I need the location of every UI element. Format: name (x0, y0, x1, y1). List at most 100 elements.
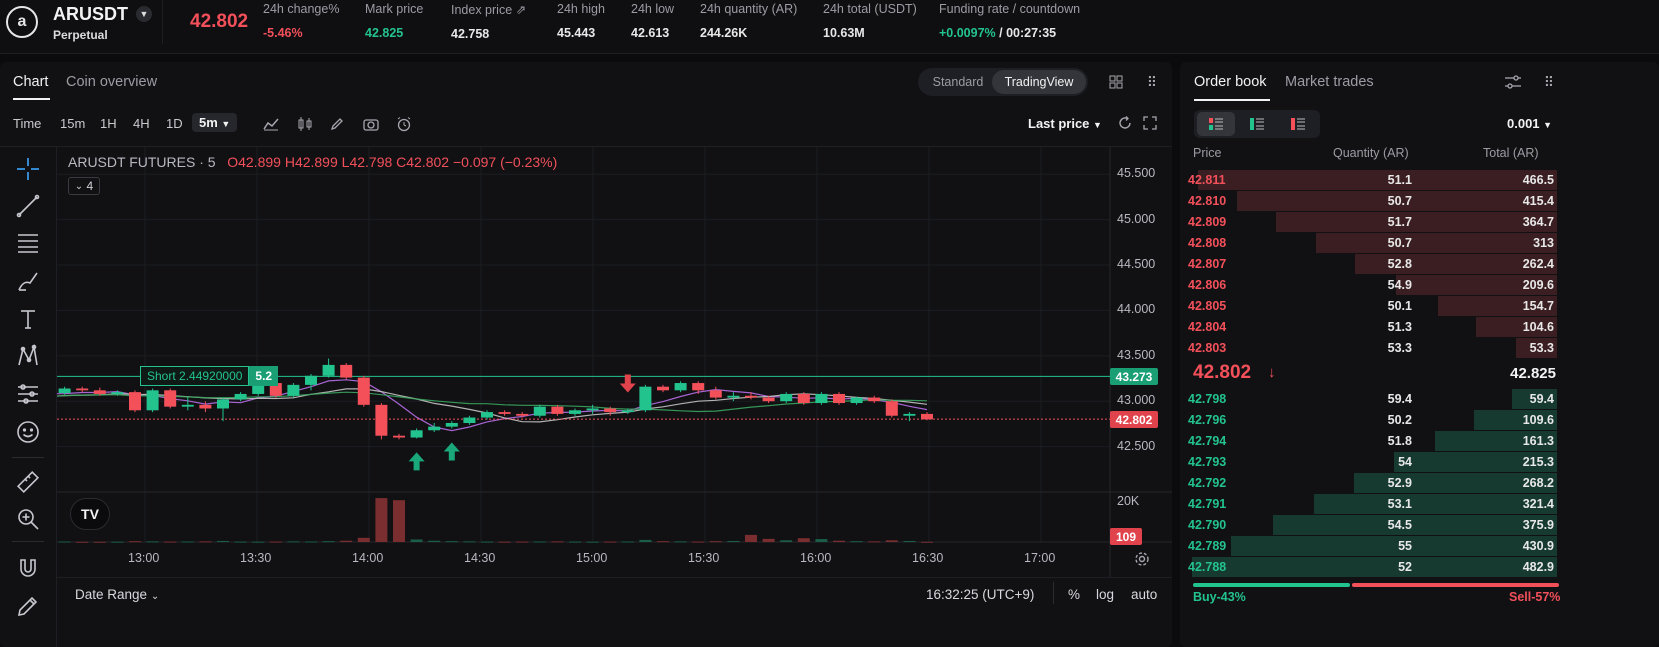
candle-body (551, 406, 564, 414)
tab-order-book[interactable]: Order book (1194, 74, 1267, 90)
auto-scale-button[interactable]: auto (1131, 587, 1158, 602)
volume-tag: 109 (1110, 528, 1142, 545)
volume-bar (868, 541, 881, 543)
x-axis-label: 14:30 (464, 551, 496, 565)
indicator-toggle[interactable]: ⌄ 4 (68, 177, 100, 195)
x-axis-label: 13:30 (240, 551, 272, 565)
bid-row[interactable]: 42.793 54 215.3 (1185, 452, 1557, 472)
bid-row[interactable]: 42.790 54.5 375.9 (1185, 515, 1557, 535)
candle-body (868, 397, 881, 402)
ask-qty: 51.1 (1387, 173, 1412, 187)
reset-chart-icon[interactable] (1117, 115, 1133, 131)
timeframe-15m[interactable]: 15m (60, 116, 86, 131)
tools-divider-2 (12, 541, 44, 542)
pencil-icon[interactable] (328, 116, 346, 132)
candle-body (410, 430, 423, 438)
external-link-icon[interactable]: ⇗ (515, 3, 527, 17)
ask-row[interactable]: 42.803 53.3 53.3 (1185, 338, 1557, 358)
precision-select[interactable]: 0.001 ▼ (1507, 116, 1553, 131)
price-type-select[interactable]: Last price ▼ (1028, 116, 1102, 131)
position-tag[interactable]: Short 2.44920000 5.2 (140, 366, 279, 386)
bid-row[interactable]: 42.794 51.8 161.3 (1185, 431, 1557, 451)
bid-total: 215.3 (1522, 455, 1554, 469)
brush-icon[interactable] (14, 267, 42, 295)
date-range-button[interactable]: Date Range ⌄ (75, 587, 160, 602)
percent-scale-button[interactable]: % (1068, 587, 1081, 602)
tab-chart[interactable]: Chart (13, 74, 49, 90)
pencil-lock-icon[interactable] (14, 592, 42, 620)
stat-index-price[interactable]: Index price ⇗ 42.758 (451, 3, 527, 41)
emoji-icon[interactable] (14, 418, 42, 446)
view-bids-only-icon[interactable] (1238, 112, 1276, 136)
timeframe-1h[interactable]: 1H (100, 116, 117, 131)
view-tradingview-button[interactable]: TradingView (992, 70, 1086, 94)
volume-bar (181, 541, 194, 543)
view-both-sides-icon[interactable] (1197, 112, 1235, 136)
bid-row[interactable]: 42.789 55 430.9 (1185, 536, 1557, 556)
ask-row[interactable]: 42.805 50.1 154.7 (1185, 296, 1557, 316)
zoom-in-icon[interactable] (14, 505, 42, 533)
timeframe-5m-selected[interactable]: 5m ▼ (192, 113, 238, 132)
text-icon[interactable] (14, 305, 42, 333)
drag-handle-icon[interactable]: ⠿ (1543, 73, 1555, 90)
timeframe-1d[interactable]: 1D (166, 116, 183, 131)
timeframe-time[interactable]: Time (13, 116, 42, 131)
depth-bar (1434, 431, 1557, 451)
y-axis-label: 44.500 (1117, 257, 1156, 272)
chart-clock[interactable]: 16:32:25 (UTC+9) (926, 587, 1035, 602)
bid-row[interactable]: 42.798 59.4 59.4 (1185, 389, 1557, 409)
fib-lines-icon[interactable] (14, 229, 42, 257)
log-scale-button[interactable]: log (1096, 587, 1115, 602)
bid-price: 42.793 (1188, 455, 1227, 469)
ask-row[interactable]: 42.808 50.7 313 (1185, 233, 1557, 253)
volume-bar (903, 540, 916, 542)
stat-funding-rate[interactable]: Funding rate / countdown +0.0097% / 00:2… (939, 2, 1081, 40)
volume-bar (762, 538, 775, 542)
candle-body (322, 364, 335, 376)
gear-icon[interactable] (1133, 550, 1151, 568)
crosshair-icon[interactable] (14, 155, 42, 183)
volume-bar (885, 540, 898, 542)
volume-bar (727, 540, 740, 542)
settings-sliders-icon[interactable] (1502, 72, 1524, 92)
depth-bar (1237, 191, 1557, 211)
symbol-dropdown-icon[interactable]: ▼ (136, 6, 152, 22)
position-price-tag: 43.273 (1110, 368, 1158, 386)
tab-market-trades[interactable]: Market trades (1285, 74, 1374, 90)
pattern-icon[interactable] (14, 342, 42, 370)
ask-row[interactable]: 42.804 51.3 104.6 (1185, 317, 1557, 337)
bid-row[interactable]: 42.788 52 482.9 (1185, 557, 1557, 577)
tab-coin-overview[interactable]: Coin overview (66, 74, 158, 90)
price-chart[interactable] (57, 147, 1172, 577)
bid-total: 321.4 (1522, 497, 1554, 511)
magnet-icon[interactable] (14, 554, 42, 582)
ruler-icon[interactable] (14, 468, 42, 496)
symbol-name[interactable]: ARUSDT (53, 4, 128, 24)
bid-price: 42.790 (1188, 518, 1227, 532)
stat-mark-price[interactable]: Mark price 42.825 (365, 2, 424, 40)
forecast-icon[interactable] (14, 380, 42, 408)
indicators-icon[interactable] (262, 116, 280, 132)
drag-handle-icon[interactable]: ⠿ (1146, 73, 1158, 90)
camera-icon[interactable] (362, 116, 380, 132)
ask-row[interactable]: 42.806 54.9 209.6 (1185, 275, 1557, 295)
ask-row[interactable]: 42.809 51.7 364.7 (1185, 212, 1557, 232)
ask-row[interactable]: 42.811 51.1 466.5 (1185, 170, 1557, 190)
fullscreen-icon[interactable] (1142, 115, 1158, 131)
alarm-icon[interactable] (395, 115, 413, 133)
ask-row[interactable]: 42.807 52.8 262.4 (1185, 254, 1557, 274)
bid-row[interactable]: 42.796 50.2 109.6 (1185, 410, 1557, 430)
col-header-quantity: Quantity (AR) (1333, 146, 1409, 160)
view-standard-button[interactable]: Standard (932, 75, 984, 89)
layout-grid-icon[interactable] (1106, 72, 1126, 92)
view-asks-only-icon[interactable] (1279, 112, 1317, 136)
candle-type-icon[interactable] (296, 116, 314, 132)
timeframe-4h[interactable]: 4H (133, 116, 150, 131)
bid-row[interactable]: 42.792 52.9 268.2 (1185, 473, 1557, 493)
bid-row[interactable]: 42.791 53.1 321.4 (1185, 494, 1557, 514)
ask-row[interactable]: 42.810 50.7 415.4 (1185, 191, 1557, 211)
volume-bar (850, 541, 863, 543)
trendline-icon[interactable] (14, 192, 42, 220)
price-down-arrow-icon: ↓ (1268, 364, 1276, 381)
volume-bar (692, 541, 705, 543)
